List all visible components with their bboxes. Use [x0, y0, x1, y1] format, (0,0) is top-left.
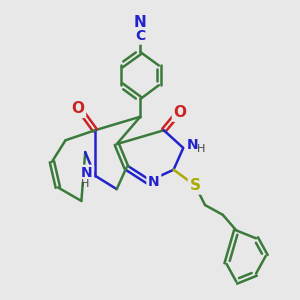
- Text: H: H: [80, 179, 89, 189]
- Text: N: N: [81, 166, 92, 180]
- Text: O: O: [71, 101, 84, 116]
- Text: N: N: [186, 138, 198, 152]
- Text: S: S: [190, 178, 201, 193]
- Text: N: N: [134, 15, 147, 30]
- Text: C: C: [135, 29, 146, 43]
- Text: O: O: [173, 105, 187, 120]
- Text: H: H: [197, 144, 206, 154]
- Text: N: N: [148, 175, 160, 188]
